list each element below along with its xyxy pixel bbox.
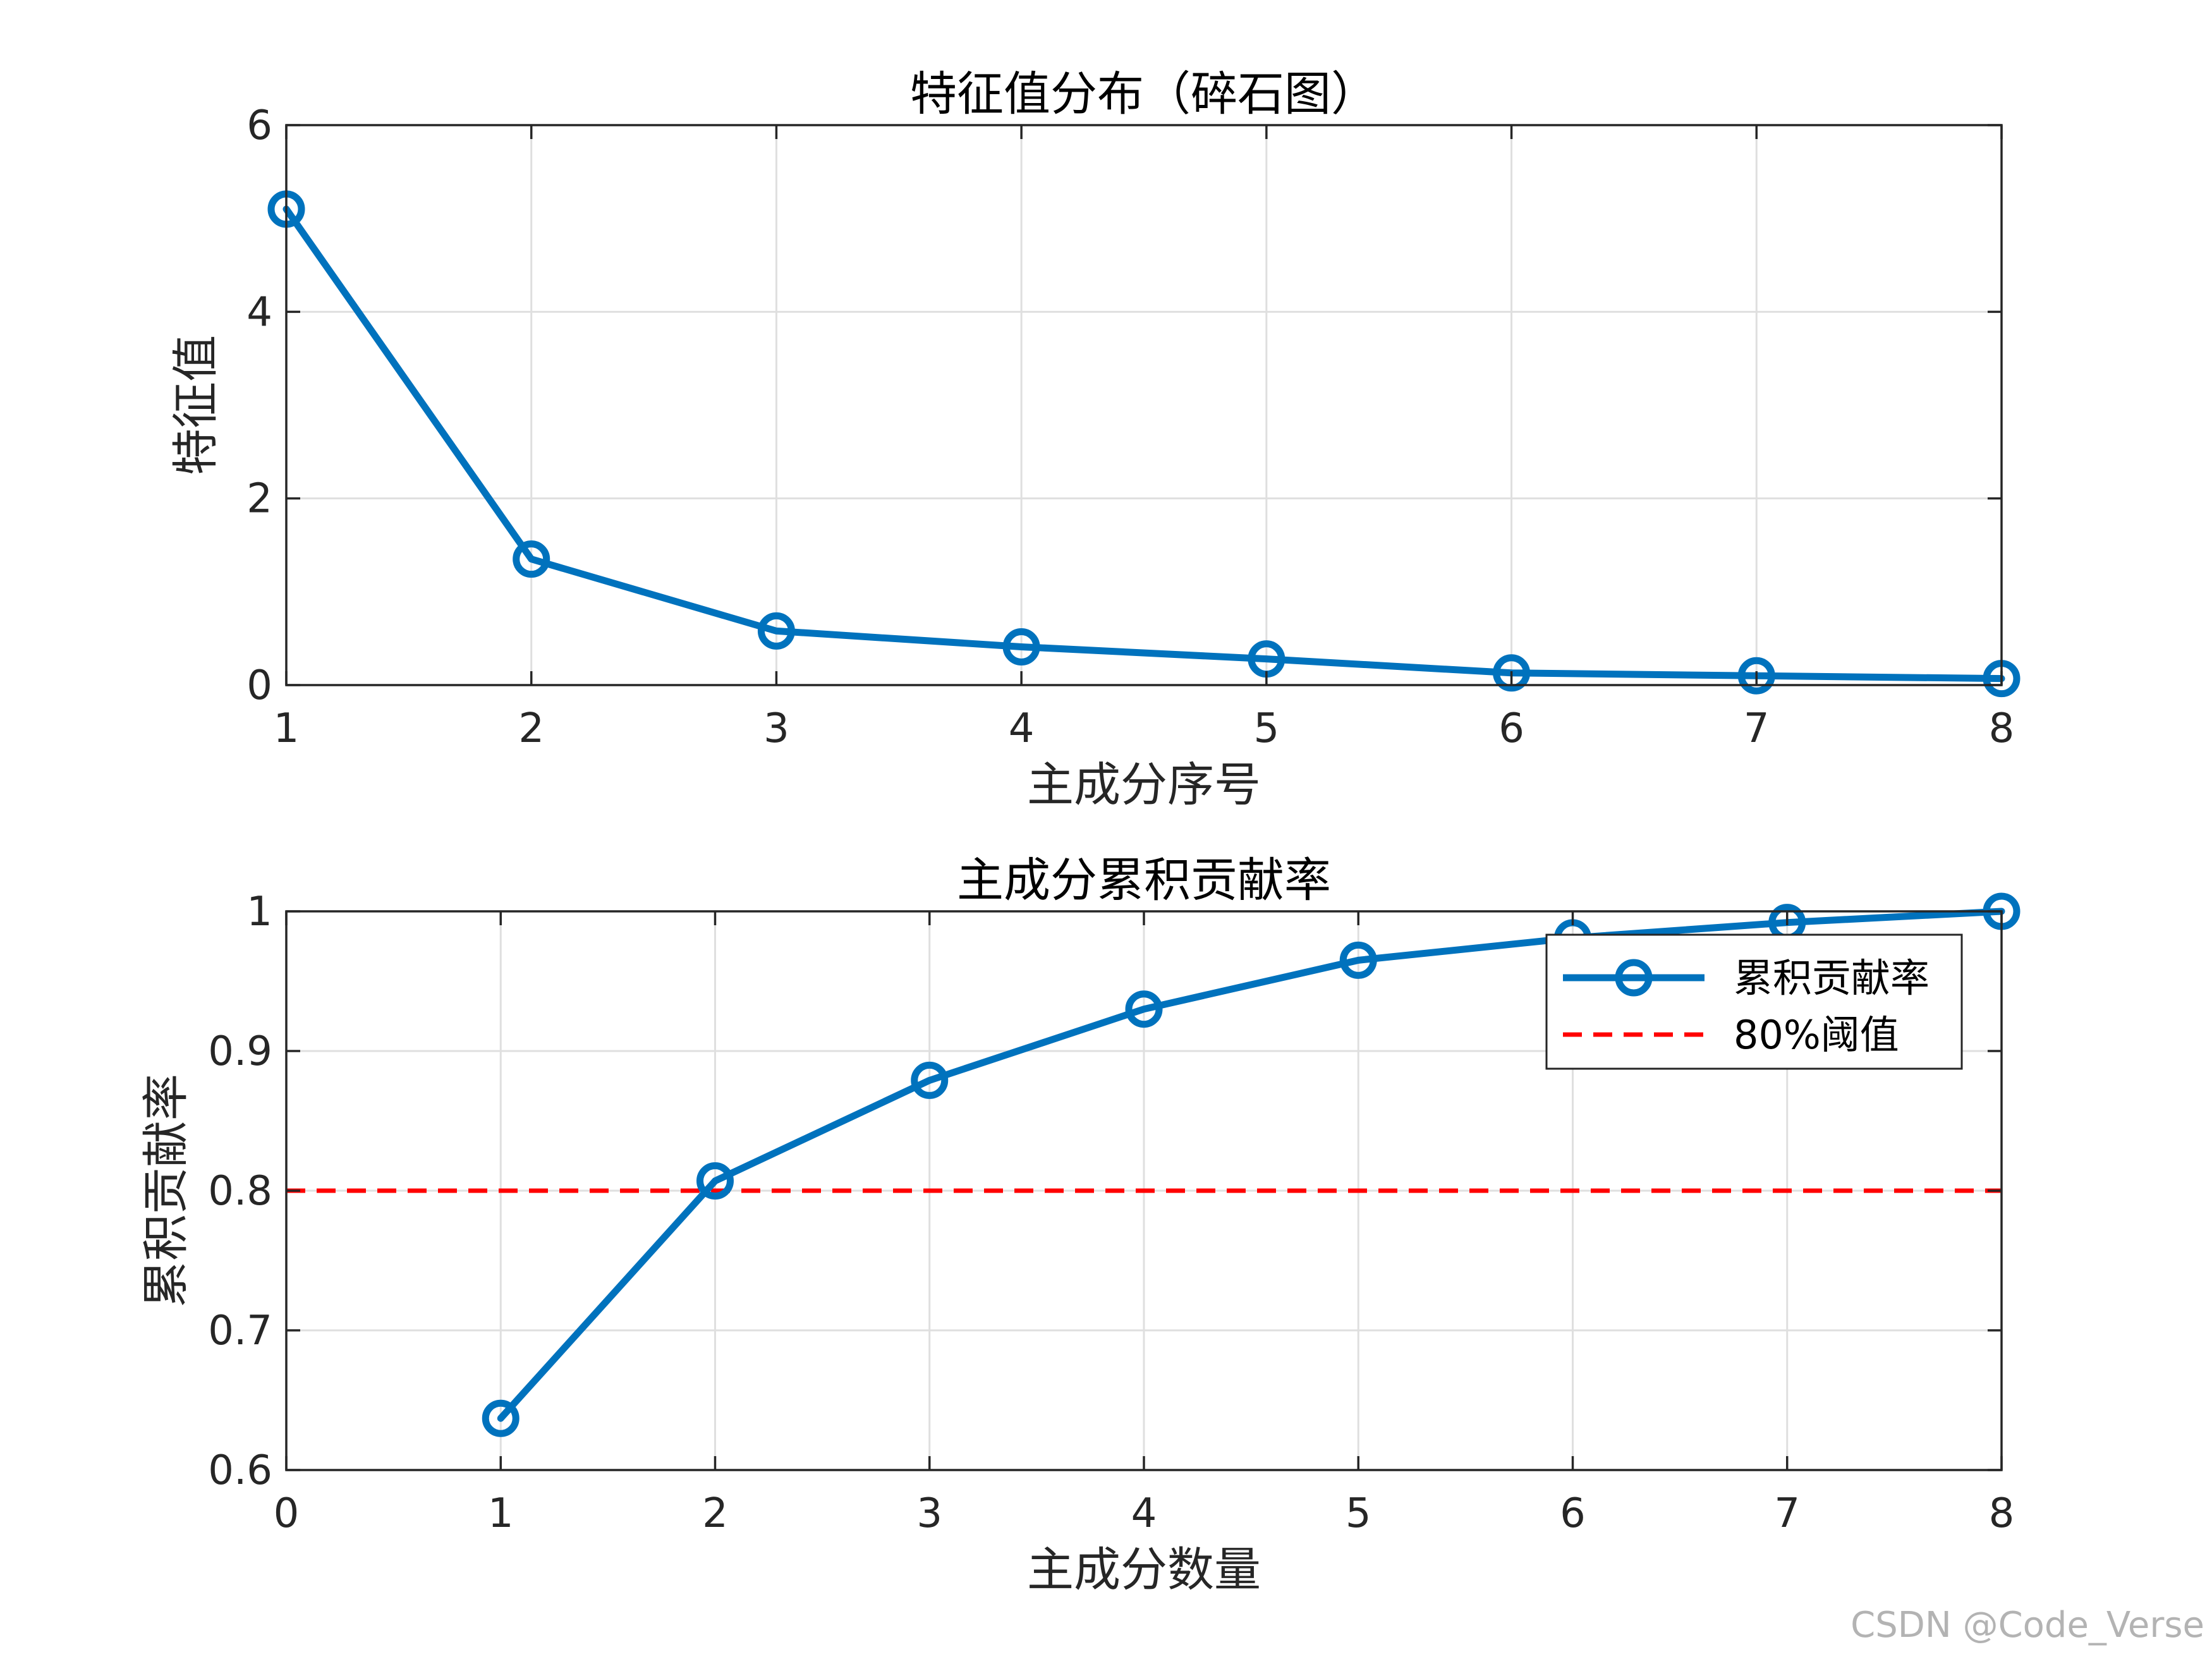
cumulative-data-point bbox=[911, 1061, 949, 1099]
cumulative-y-tick-label: 0.8 bbox=[208, 1168, 272, 1215]
scree-data-point bbox=[513, 540, 550, 578]
scree-x-tick-label: 8 bbox=[1989, 705, 2015, 752]
scree-plot-x-axis-label: 主成分序号 bbox=[1027, 758, 1261, 812]
scree-x-tick-label: 7 bbox=[1744, 705, 1770, 752]
scree-x-tick-label: 1 bbox=[274, 705, 300, 752]
legend-entry-threshold: 80%阈值 bbox=[1563, 1012, 1899, 1058]
legend-label-threshold: 80%阈值 bbox=[1734, 1012, 1899, 1058]
scree-data-point bbox=[1737, 657, 1775, 695]
cumulative-data-point bbox=[1125, 990, 1163, 1028]
scree-y-tick-label: 2 bbox=[246, 476, 272, 523]
scree-x-tick-label: 3 bbox=[763, 705, 789, 752]
scree-series-line bbox=[283, 205, 2005, 683]
cumulative-data-point bbox=[696, 1162, 734, 1200]
cumulative-x-tick-label: 0 bbox=[274, 1490, 300, 1537]
cumulative-y-tick-label: 0.6 bbox=[208, 1447, 272, 1494]
cumulative-series-line bbox=[497, 908, 2005, 1422]
legend: 累积贡献率 80%阈值 bbox=[1545, 933, 1963, 1070]
cumulative-x-tick-label: 4 bbox=[1131, 1490, 1157, 1537]
scree-data-point bbox=[1493, 654, 1531, 692]
scree-y-tick-label: 6 bbox=[246, 102, 272, 149]
scree-x-tick-label: 5 bbox=[1253, 705, 1279, 752]
cumulative-ticks: 0 1 2 3 4 5 6 7 8 0.6 0.7 0.8 0.9 1 bbox=[208, 889, 2014, 1537]
scree-plot-chart: 1 2 3 4 5 6 7 8 0 2 4 6 特征值分布（碎石图） 主成分序号 特征值 bbox=[169, 67, 2021, 812]
scree-plot-axes-frame bbox=[285, 124, 2003, 686]
cumulative-contribution-chart: 0 1 2 3 4 5 6 7 8 0.6 0.7 0.8 0.9 1 主成分累积贡献率 主成分数量 累积… bbox=[139, 853, 2021, 1597]
scree-x-tick-label: 2 bbox=[518, 705, 544, 752]
cumulative-x-tick-label: 7 bbox=[1774, 1490, 1800, 1537]
cumulative-x-tick-label: 5 bbox=[1346, 1490, 1371, 1537]
cumulative-x-tick-label: 2 bbox=[702, 1490, 728, 1537]
legend-entry-cumulative: 累积贡献率 bbox=[1563, 955, 1929, 1001]
cumulative-y-axis-label: 累积贡献率 bbox=[139, 1074, 193, 1308]
cumulative-data-point bbox=[482, 1399, 520, 1437]
cumulative-data-point bbox=[1339, 941, 1377, 979]
scree-y-tick-label: 4 bbox=[246, 289, 272, 336]
legend-marker-cumulative bbox=[1615, 959, 1653, 997]
cumulative-x-axis-label: 主成分数量 bbox=[1027, 1543, 1261, 1597]
legend-label-cumulative: 累积贡献率 bbox=[1734, 955, 1929, 1001]
cumulative-x-tick-label: 3 bbox=[916, 1490, 942, 1537]
cumulative-x-tick-label: 8 bbox=[1989, 1490, 2015, 1537]
cumulative-y-tick-label: 0.7 bbox=[208, 1308, 272, 1354]
cumulative-y-tick-label: 1 bbox=[246, 889, 272, 935]
scree-y-tick-label: 0 bbox=[246, 662, 272, 709]
scree-data-point bbox=[757, 612, 795, 650]
scree-x-tick-label: 4 bbox=[1009, 705, 1035, 752]
cumulative-y-tick-label: 0.9 bbox=[208, 1028, 272, 1075]
cumulative-x-tick-label: 1 bbox=[488, 1490, 514, 1537]
scree-x-tick-label: 6 bbox=[1498, 705, 1524, 752]
scree-plot-y-axis-label: 特征值 bbox=[169, 335, 223, 475]
scree-plot-title: 特征值分布（碎石图） bbox=[910, 67, 1378, 121]
scree-data-point bbox=[1002, 628, 1040, 665]
cumulative-x-tick-label: 6 bbox=[1560, 1490, 1586, 1537]
legend-box bbox=[1545, 933, 1963, 1070]
cumulative-title: 主成分累积贡献率 bbox=[957, 853, 1331, 908]
scree-plot-ticks: 1 2 3 4 5 6 7 8 0 2 4 6 bbox=[246, 102, 2014, 752]
watermark: CSDN @Code_Verse bbox=[1850, 1605, 2204, 1646]
